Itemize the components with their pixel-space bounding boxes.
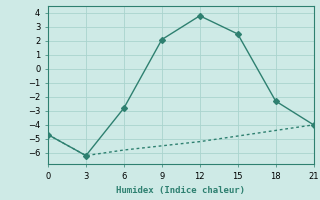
X-axis label: Humidex (Indice chaleur): Humidex (Indice chaleur) (116, 186, 245, 195)
